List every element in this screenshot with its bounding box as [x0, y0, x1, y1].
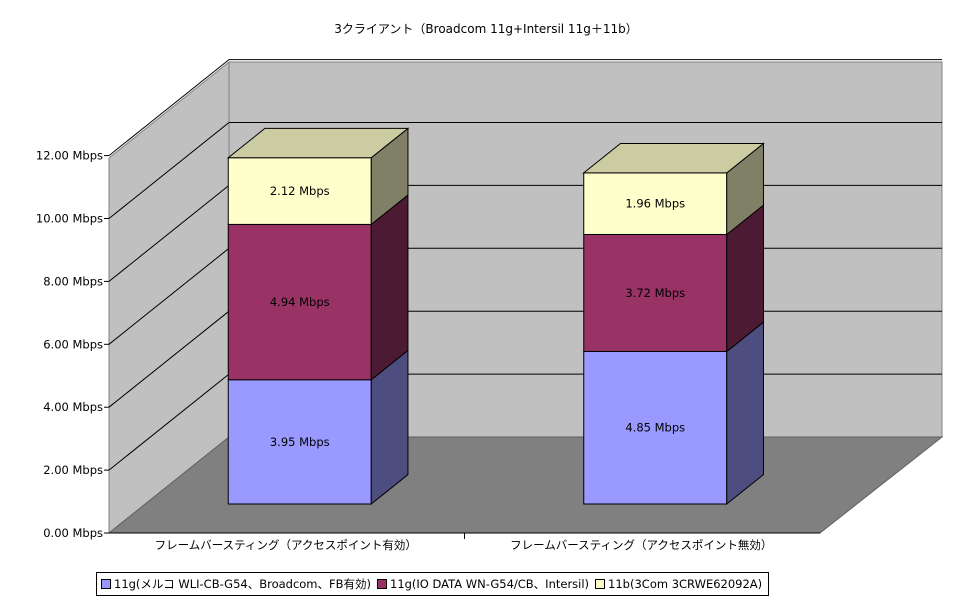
legend-item: 11g(IO DATA WN-G54/CB、Intersil)	[377, 576, 589, 592]
legend-label: 11g(IO DATA WN-G54/CB、Intersil)	[390, 577, 590, 591]
gridline-side	[108, 247, 230, 345]
chart-legend: 11g(メルコ WLI-CB-G54、Broadcom、FB有効) 11g(IO …	[96, 572, 770, 596]
x-tick-label: フレームバースティング（アクセスポイント有効）	[155, 538, 417, 552]
gridline-side	[108, 310, 230, 408]
data-label: 4.85 Mbps	[625, 421, 685, 435]
legend-label: 11b(3Com 3CRWE62092A)	[608, 577, 763, 591]
legend-item: 11g(メルコ WLI-CB-G54、Broadcom、FB有効)	[101, 576, 371, 592]
legend-swatch	[595, 579, 606, 589]
gridline-side	[108, 122, 230, 219]
bar-segment-top	[582, 142, 765, 174]
legend-swatch	[377, 579, 387, 589]
y-tick-label: 0.00 Mbps	[43, 526, 103, 540]
bar-segment-front	[583, 233, 728, 352]
y-tick-label: 12.00 Mbps	[36, 149, 103, 163]
y-tick-label: 10.00 Mbps	[36, 212, 103, 226]
data-label: 4.94 Mbps	[270, 295, 330, 309]
bar-segment-front	[227, 223, 372, 381]
bar-segment-front	[227, 157, 372, 225]
legend-item: 11b(3Com 3CRWE62092A)	[595, 577, 762, 591]
y-tick-label: 8.00 Mbps	[43, 274, 103, 288]
bar-segment-top	[226, 127, 410, 159]
legend-label: 11g(メルコ WLI-CB-G54、Broadcom、FB有効)	[114, 577, 371, 591]
legend-swatch	[101, 579, 111, 589]
y-tick-label: 2.00 Mbps	[43, 463, 103, 477]
bar-segment-front	[227, 379, 372, 505]
bar-segment-side	[370, 194, 409, 381]
gridline-side	[108, 185, 230, 282]
gridline-side	[108, 373, 230, 471]
y-tick-label: 4.00 Mbps	[43, 400, 103, 414]
data-label: 1.96 Mbps	[625, 197, 685, 211]
data-label: 2.12 Mbps	[270, 184, 330, 198]
bar-segment-side	[726, 321, 764, 506]
data-label: 3.95 Mbps	[270, 435, 330, 449]
chart-title: 3クライアント（Broadcom 11g+Intersil 11g＋11b）	[334, 22, 638, 36]
y-tick-label: 6.00 Mbps	[43, 337, 103, 351]
gridline-side	[108, 59, 230, 156]
bar-segment-front	[583, 350, 728, 505]
data-label: 3.72 Mbps	[625, 286, 685, 300]
x-tick-label: フレームバースティング（アクセスポイント無効）	[510, 538, 772, 552]
